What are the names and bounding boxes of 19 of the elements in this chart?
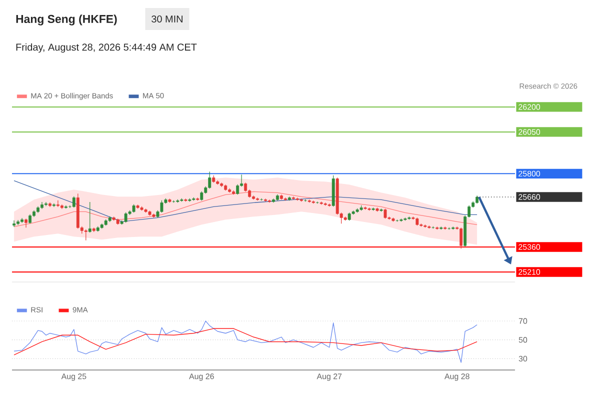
candlestick (72, 196, 76, 208)
candlestick (84, 229, 88, 241)
candlestick (12, 220, 16, 228)
chart-subtitle: Friday, August 28, 2026 5:44:49 AM CET (16, 43, 197, 53)
chart-title: Hang Seng (HKFE) (16, 14, 117, 26)
candlestick (460, 227, 463, 249)
candlestick (88, 202, 92, 233)
candlestick (56, 200, 60, 208)
text: 30 MIN (152, 15, 182, 23)
candlestick (28, 214, 32, 224)
candlestick (160, 200, 164, 213)
line-series (14, 328, 478, 356)
candlestick (124, 212, 128, 223)
candlestick (236, 184, 240, 195)
candlestick (260, 198, 263, 201)
candlestick (208, 171, 212, 189)
candlestick (384, 208, 387, 219)
candlestick (24, 218, 28, 228)
candlestick (200, 191, 204, 201)
